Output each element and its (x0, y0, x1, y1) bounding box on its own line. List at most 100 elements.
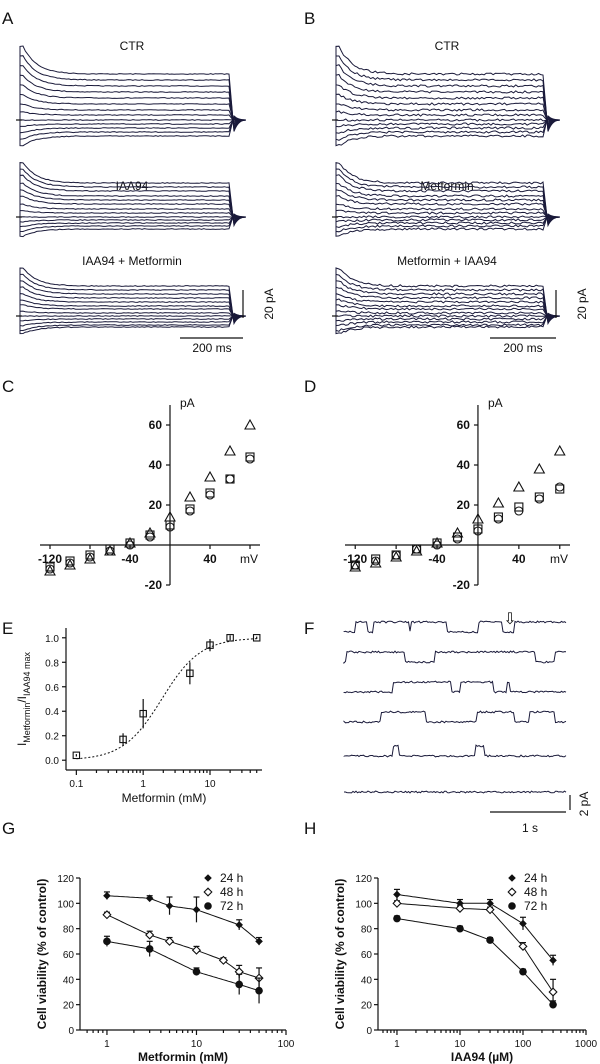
data-point-triangle (84, 552, 96, 564)
current-trace (335, 313, 561, 332)
current-trace (19, 189, 247, 223)
current-trace (19, 267, 247, 326)
current-trace (335, 203, 561, 220)
current-trace (19, 195, 247, 222)
y-tick-label: 20 (63, 1001, 75, 1012)
data-point-open-diamond (191, 945, 202, 955)
x-tick-label: 10 (204, 779, 216, 790)
arrow-marker: ⇩ (503, 611, 516, 628)
data-point-diamond (255, 937, 263, 946)
current-trace (335, 118, 561, 128)
data-point-diamond (549, 956, 557, 965)
data-point-triangle (244, 418, 256, 430)
scale-time-b: 200 ms (503, 341, 542, 355)
data-point-triangle (553, 444, 566, 456)
panel-label-g: G (2, 819, 15, 838)
current-trace (335, 93, 561, 125)
current-trace (335, 314, 561, 322)
current-trace (335, 286, 561, 322)
current-trace (335, 84, 561, 127)
current-trace (335, 209, 561, 219)
y-tick-label: 20 (457, 498, 471, 512)
current-trace (19, 93, 247, 125)
data-point-filled-circle (255, 986, 263, 995)
whole-cell-traces-a: CTR IAA94 IAA94 + Metformin (16, 39, 247, 335)
iv-plot-d: 60 40 20 -20 -120 -40 40 pA mV (343, 396, 570, 592)
x-tick-label: 1 (394, 1039, 400, 1050)
y-tick-label: -20 (453, 578, 471, 592)
current-trace (19, 312, 247, 335)
channel-trace (343, 744, 567, 758)
x-tick-label: 40 (203, 552, 217, 566)
y-tick-label: 40 (149, 458, 163, 472)
data-point-triangle (533, 462, 546, 474)
data-point-filled-circle (204, 902, 212, 910)
current-trace (19, 214, 247, 233)
current-trace (19, 216, 246, 218)
current-trace (19, 315, 246, 317)
x-tick-label: 10 (454, 1039, 466, 1050)
current-trace (335, 310, 561, 318)
data-point-diamond (519, 919, 527, 928)
y-axis-unit: pA (180, 396, 195, 410)
data-point-open-diamond (164, 936, 175, 946)
current-trace (335, 194, 561, 222)
x-tick-label: -40 (428, 552, 446, 566)
data-point-triangle (369, 556, 382, 568)
y-tick-label: 0.0 (45, 756, 59, 767)
panel-label-e: E (2, 619, 13, 638)
scale-current-b: 20 pA (575, 288, 589, 319)
current-trace (335, 298, 561, 320)
data-point-square (45, 562, 55, 572)
fit-curve (396, 894, 554, 961)
current-trace (335, 64, 561, 131)
current-trace (19, 103, 247, 124)
data-point-open-diamond (485, 905, 495, 915)
data-point-open-diamond (518, 941, 528, 951)
current-trace (335, 314, 560, 318)
data-point-triangle (512, 480, 525, 492)
y-tick-label: 40 (361, 975, 373, 986)
data-point-open-diamond (203, 887, 213, 897)
scale-bar-a: 20 pA 200 ms (180, 288, 276, 355)
data-point-open-diamond (507, 887, 517, 897)
y-tick-label: 0.8 (45, 658, 59, 669)
data-point-square (206, 641, 214, 649)
data-point-square (245, 452, 255, 462)
x-tick-label: -120 (343, 552, 367, 566)
current-trace (19, 280, 247, 323)
fit-curve (396, 918, 554, 1006)
current-trace (19, 286, 247, 322)
data-point-open-diamond (392, 898, 402, 908)
data-point-square (514, 502, 524, 512)
current-trace (19, 74, 247, 129)
data-point-square (252, 634, 261, 642)
y-tick-label: 40 (457, 458, 471, 472)
data-point-square (225, 474, 235, 484)
trace-label-metformin-iaa94: Metformin + IAA94 (397, 254, 497, 268)
current-trace (19, 213, 247, 238)
data-point-filled-circle (549, 1000, 557, 1009)
y-tick-label: 0.2 (45, 732, 59, 743)
current-trace (19, 45, 247, 132)
data-point-triangle (349, 560, 362, 572)
y-tick-label: 0 (366, 1026, 372, 1037)
y-tick-label: 100 (355, 899, 372, 910)
data-point-filled-circle (192, 967, 201, 976)
x-tick-label: 40 (512, 552, 526, 566)
data-point-square (226, 634, 234, 642)
current-trace (19, 111, 247, 122)
current-trace (335, 312, 561, 335)
data-point-square (85, 550, 95, 560)
y-tick-label: 80 (361, 925, 373, 936)
current-trace (335, 115, 561, 147)
current-trace (335, 182, 561, 224)
y-tick-label: 40 (63, 975, 75, 986)
data-point-diamond (393, 890, 401, 899)
data-point-triangle (451, 526, 464, 538)
channel-trace (344, 790, 567, 794)
current-trace (19, 210, 247, 219)
